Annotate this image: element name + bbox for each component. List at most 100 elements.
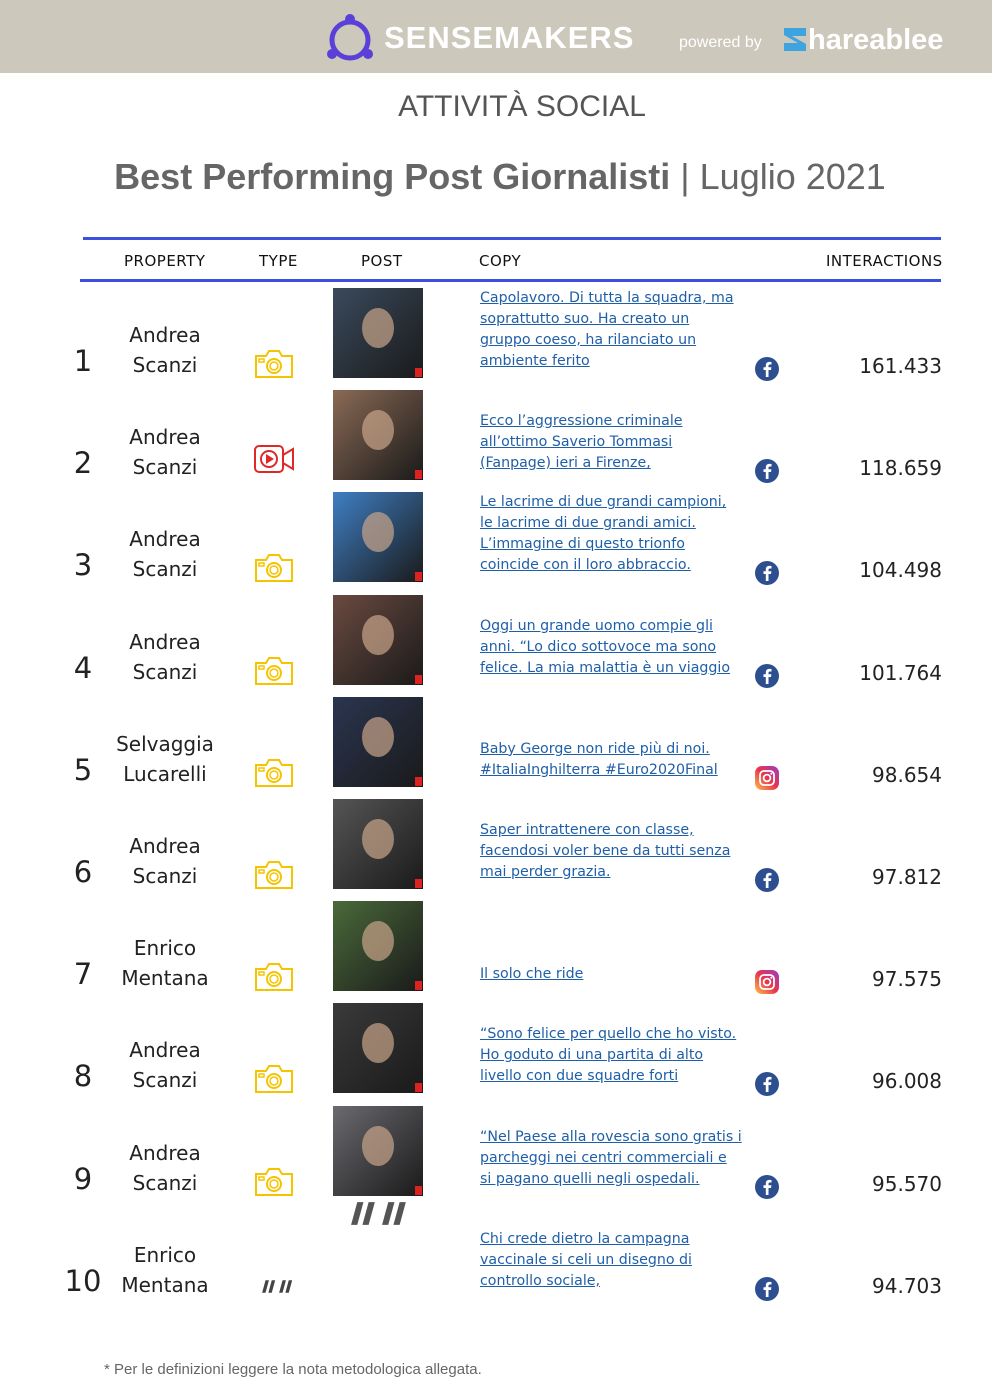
column-header: COPY bbox=[479, 252, 522, 270]
type-icon bbox=[253, 757, 295, 794]
property: Selvaggia Lucarelli bbox=[116, 731, 214, 786]
network-icon bbox=[754, 458, 780, 489]
rank: 10 bbox=[64, 1263, 102, 1298]
copy-link[interactable]: Il solo che ride bbox=[480, 966, 584, 983]
property: Andrea Scanzi bbox=[129, 629, 201, 684]
copy-text: Le lacrime di due grandi campioni, le la… bbox=[480, 482, 742, 576]
column-header: INTERACTIONS bbox=[826, 252, 943, 270]
title-main: Best Performing Post Giornalisti bbox=[114, 156, 671, 197]
column-header: TYPE bbox=[259, 252, 298, 270]
property: Andrea Scanzi bbox=[129, 425, 201, 480]
property: Andrea Scanzi bbox=[129, 834, 201, 888]
type-icon bbox=[253, 859, 295, 896]
column-header: PROPERTY bbox=[124, 252, 206, 270]
network-icon bbox=[754, 663, 780, 694]
type-icon bbox=[253, 443, 295, 480]
copy-link[interactable]: “Sono felice per quello che ho visto. Ho… bbox=[480, 1026, 737, 1085]
copy-text: Baby George non ride più di noi. #Italia… bbox=[480, 687, 742, 781]
section-title: ATTIVITÀ SOCIAL bbox=[398, 90, 646, 123]
copy-link[interactable]: Ecco l’aggressione criminale all’ottimo … bbox=[480, 413, 683, 472]
interactions: 98.654 bbox=[872, 762, 942, 787]
interactions: 101.764 bbox=[859, 660, 942, 685]
network-icon bbox=[754, 969, 780, 1000]
rank: 7 bbox=[73, 957, 93, 992]
type-icon bbox=[253, 655, 295, 692]
network-icon bbox=[754, 765, 780, 796]
rank: 8 bbox=[73, 1059, 93, 1094]
network-icon bbox=[754, 1071, 780, 1102]
copy-link[interactable]: Baby George non ride più di noi. #Italia… bbox=[480, 740, 718, 778]
interactions: 95.570 bbox=[872, 1171, 942, 1196]
property: Enrico Mentana bbox=[121, 936, 209, 991]
copy-link[interactable]: Capolavoro. Di tutta la squadra, ma sopr… bbox=[480, 290, 734, 369]
network-icon bbox=[754, 1174, 780, 1205]
post-image bbox=[333, 288, 423, 383]
rank: 5 bbox=[73, 752, 93, 787]
type-icon bbox=[261, 1278, 295, 1300]
copy-text: Saper intrattenere con classe, facendosi… bbox=[480, 789, 742, 883]
interactions: 97.812 bbox=[872, 865, 942, 889]
copy-link[interactable]: “Nel Paese alla rovescia sono gratis i p… bbox=[480, 1128, 742, 1187]
rank: 1 bbox=[73, 344, 93, 378]
type-icon bbox=[253, 1063, 295, 1100]
copy-text: “Sono felice per quello che ho visto. Ho… bbox=[480, 993, 742, 1087]
rank: 6 bbox=[73, 855, 93, 889]
copy-link[interactable]: Saper intrattenere con classe, facendosi… bbox=[480, 822, 731, 880]
partner: hareablee bbox=[808, 24, 944, 56]
copy-text: Capolavoro. Di tutta la squadra, ma sopr… bbox=[480, 278, 742, 372]
type-icon bbox=[253, 552, 295, 589]
post-image bbox=[333, 1105, 423, 1201]
type-icon bbox=[253, 348, 295, 385]
title: Best Performing Post Giornalisti | Lugli… bbox=[0, 156, 992, 198]
header-band: SENSEMAKERS powered by hareablee bbox=[0, 0, 992, 73]
network-icon bbox=[754, 356, 780, 387]
post-image bbox=[333, 696, 423, 792]
footnote: * Per le definizioni leggere la nota met… bbox=[104, 1361, 482, 1378]
title-separator: | bbox=[680, 156, 690, 197]
copy-text: Chi crede dietro la campagna vaccinale s… bbox=[480, 1198, 742, 1292]
property: Andrea Scanzi bbox=[129, 1038, 201, 1093]
rank: 2 bbox=[73, 446, 93, 481]
copy-text: “Nel Paese alla rovescia sono gratis i p… bbox=[480, 1096, 742, 1190]
post-image bbox=[333, 390, 423, 485]
network-icon bbox=[754, 560, 780, 591]
copy-text: Ecco l’aggressione criminale all’ottimo … bbox=[480, 380, 742, 474]
type-icon bbox=[253, 961, 295, 998]
post-image bbox=[333, 594, 423, 690]
post-image bbox=[333, 492, 423, 587]
post-image bbox=[333, 1003, 423, 1098]
rule-bottom bbox=[80, 279, 941, 282]
network-icon bbox=[754, 1276, 780, 1307]
partner-logo bbox=[784, 28, 806, 51]
interactions: 161.433 bbox=[859, 354, 942, 378]
interactions: 118.659 bbox=[859, 456, 942, 481]
copy-text: Il solo che ride bbox=[480, 891, 742, 985]
column-header: POST bbox=[361, 252, 403, 270]
post-image bbox=[349, 1198, 411, 1234]
rank: 9 bbox=[73, 1161, 93, 1196]
copy-link[interactable]: Oggi un grande uomo compie gli anni. “Lo… bbox=[480, 617, 731, 676]
copy-link[interactable]: Le lacrime di due grandi campioni, le la… bbox=[480, 494, 727, 574]
property: Andrea Scanzi bbox=[129, 527, 201, 582]
post-image bbox=[333, 799, 423, 894]
property: Andrea Scanzi bbox=[129, 323, 201, 377]
copy-link[interactable]: Chi crede dietro la campagna vaccinale s… bbox=[480, 1230, 692, 1289]
brand-logo bbox=[327, 14, 373, 61]
powered-by: powered by bbox=[679, 34, 762, 51]
interactions: 94.703 bbox=[872, 1273, 942, 1298]
rank: 3 bbox=[73, 548, 93, 583]
rank: 4 bbox=[73, 650, 93, 685]
interactions: 97.575 bbox=[872, 967, 942, 992]
brand: SENSEMAKERS bbox=[384, 20, 635, 55]
network-icon bbox=[754, 867, 780, 898]
interactions: 96.008 bbox=[872, 1069, 942, 1094]
title-period: Luglio 2021 bbox=[699, 156, 886, 197]
property: Andrea Scanzi bbox=[129, 1140, 201, 1195]
copy-text: Oggi un grande uomo compie gli anni. “Lo… bbox=[480, 585, 742, 679]
property: Enrico Mentana bbox=[121, 1242, 209, 1297]
post-image bbox=[333, 901, 423, 996]
interactions: 104.498 bbox=[859, 558, 942, 583]
rule-top bbox=[83, 237, 941, 240]
type-icon bbox=[253, 1166, 295, 1203]
